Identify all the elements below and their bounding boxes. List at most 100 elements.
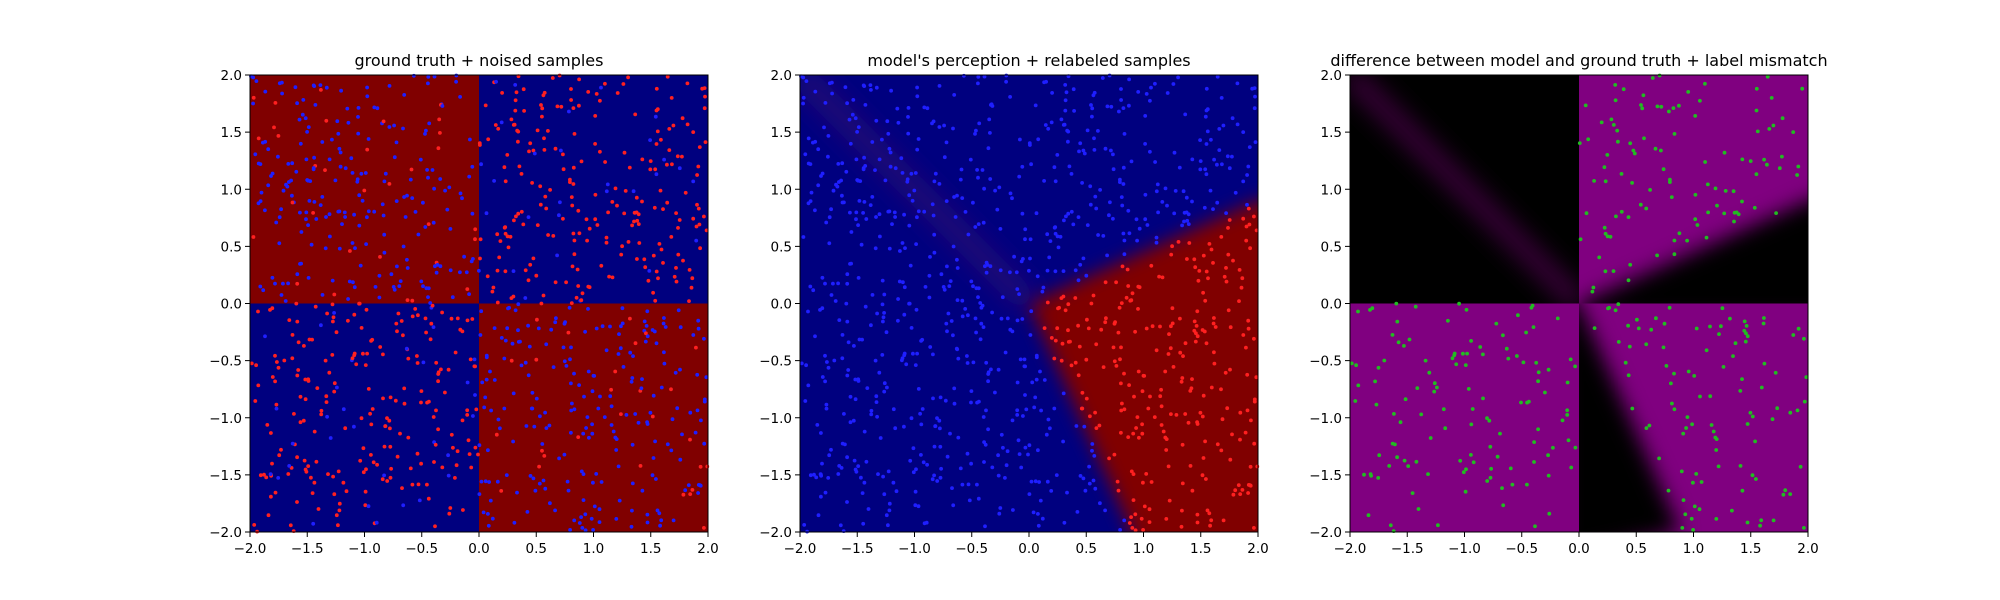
sample-point (495, 268, 500, 273)
sample-point (1686, 90, 1691, 94)
sample-point (856, 125, 861, 129)
sample-point (1136, 369, 1141, 374)
sample-point (427, 399, 431, 404)
sample-point (1120, 264, 1125, 269)
sample-point (1461, 470, 1466, 475)
sample-point (844, 301, 849, 306)
sample-point (580, 291, 585, 296)
sample-point (1176, 240, 1181, 244)
sample-point (1165, 203, 1169, 208)
sample-point (975, 482, 979, 487)
sample-point (1630, 406, 1635, 411)
sample-point (1215, 200, 1220, 205)
sample-point (1137, 435, 1141, 440)
sample-point (1463, 363, 1468, 367)
sample-point (1731, 189, 1736, 194)
sample-point (808, 473, 813, 478)
sample-point (498, 426, 502, 431)
sample-point (602, 415, 607, 419)
sample-point (1188, 464, 1193, 468)
sample-point (1055, 326, 1060, 331)
sample-point (378, 255, 382, 259)
sample-point (487, 480, 491, 484)
sample-point (446, 473, 451, 478)
sample-point (527, 344, 532, 349)
sample-point (528, 474, 533, 478)
sample-point (1679, 469, 1684, 474)
sample-point (1730, 508, 1734, 513)
sample-point (698, 464, 703, 469)
sample-point (1613, 83, 1618, 87)
sample-point (516, 340, 521, 344)
sample-point (1127, 383, 1131, 387)
sample-point (318, 83, 323, 87)
sample-point (356, 106, 361, 110)
sample-point (373, 285, 378, 289)
sample-point (517, 164, 522, 169)
sample-point (423, 316, 428, 321)
sample-point (1087, 481, 1092, 486)
sample-point (840, 161, 845, 166)
sample-point (341, 407, 346, 412)
sample-point (843, 85, 848, 90)
sample-point (932, 473, 936, 478)
sample-point (659, 518, 664, 523)
sample-point (478, 333, 483, 337)
sample-point (987, 117, 992, 122)
sample-point (874, 394, 879, 399)
sample-point (514, 214, 518, 219)
sample-point (1667, 109, 1671, 114)
sample-point (1765, 74, 1770, 79)
sample-point (383, 171, 388, 176)
sample-point (937, 125, 942, 129)
sample-point (324, 85, 329, 90)
sample-point (324, 118, 329, 123)
sample-point (1189, 386, 1194, 391)
sample-point (586, 307, 590, 311)
sample-point (546, 129, 550, 133)
sample-point (1198, 410, 1203, 415)
sample-point (383, 424, 388, 429)
sample-point (1073, 268, 1078, 273)
sample-point (822, 125, 826, 130)
sample-point (1190, 199, 1194, 204)
sample-point (1053, 225, 1058, 230)
sample-point (365, 215, 369, 220)
sample-point (363, 363, 368, 367)
sample-point (279, 447, 283, 452)
sample-point (852, 344, 856, 348)
sample-point (1071, 87, 1076, 92)
sample-point (1076, 373, 1081, 378)
sample-point (945, 454, 950, 459)
sample-point (856, 464, 861, 468)
x-tick-label: 0.0 (1568, 541, 1589, 557)
sample-point (351, 280, 355, 285)
sample-point (504, 473, 509, 477)
sample-point (1206, 276, 1210, 281)
sample-point (1714, 448, 1719, 452)
sample-point (887, 508, 892, 513)
sample-point (312, 480, 317, 485)
sample-point (1374, 402, 1379, 407)
sample-point (294, 301, 299, 306)
sample-point (919, 453, 923, 457)
sample-point (1069, 363, 1074, 368)
sample-point (696, 206, 701, 211)
sample-point (1154, 235, 1159, 240)
sample-point (511, 269, 516, 273)
sample-point (477, 492, 482, 496)
sample-point (1627, 344, 1632, 349)
sample-point (1122, 518, 1127, 523)
sample-point (838, 523, 843, 528)
sample-point (702, 106, 707, 111)
sample-point (826, 134, 831, 138)
sample-point (1485, 479, 1490, 483)
sample-point (930, 202, 935, 207)
sample-point (1058, 234, 1063, 239)
sample-point (820, 461, 824, 466)
y-tick-label: 1.0 (221, 182, 242, 198)
sample-point (304, 157, 309, 162)
sample-point (1225, 406, 1230, 411)
sample-point (378, 345, 383, 349)
sample-point (512, 122, 517, 127)
